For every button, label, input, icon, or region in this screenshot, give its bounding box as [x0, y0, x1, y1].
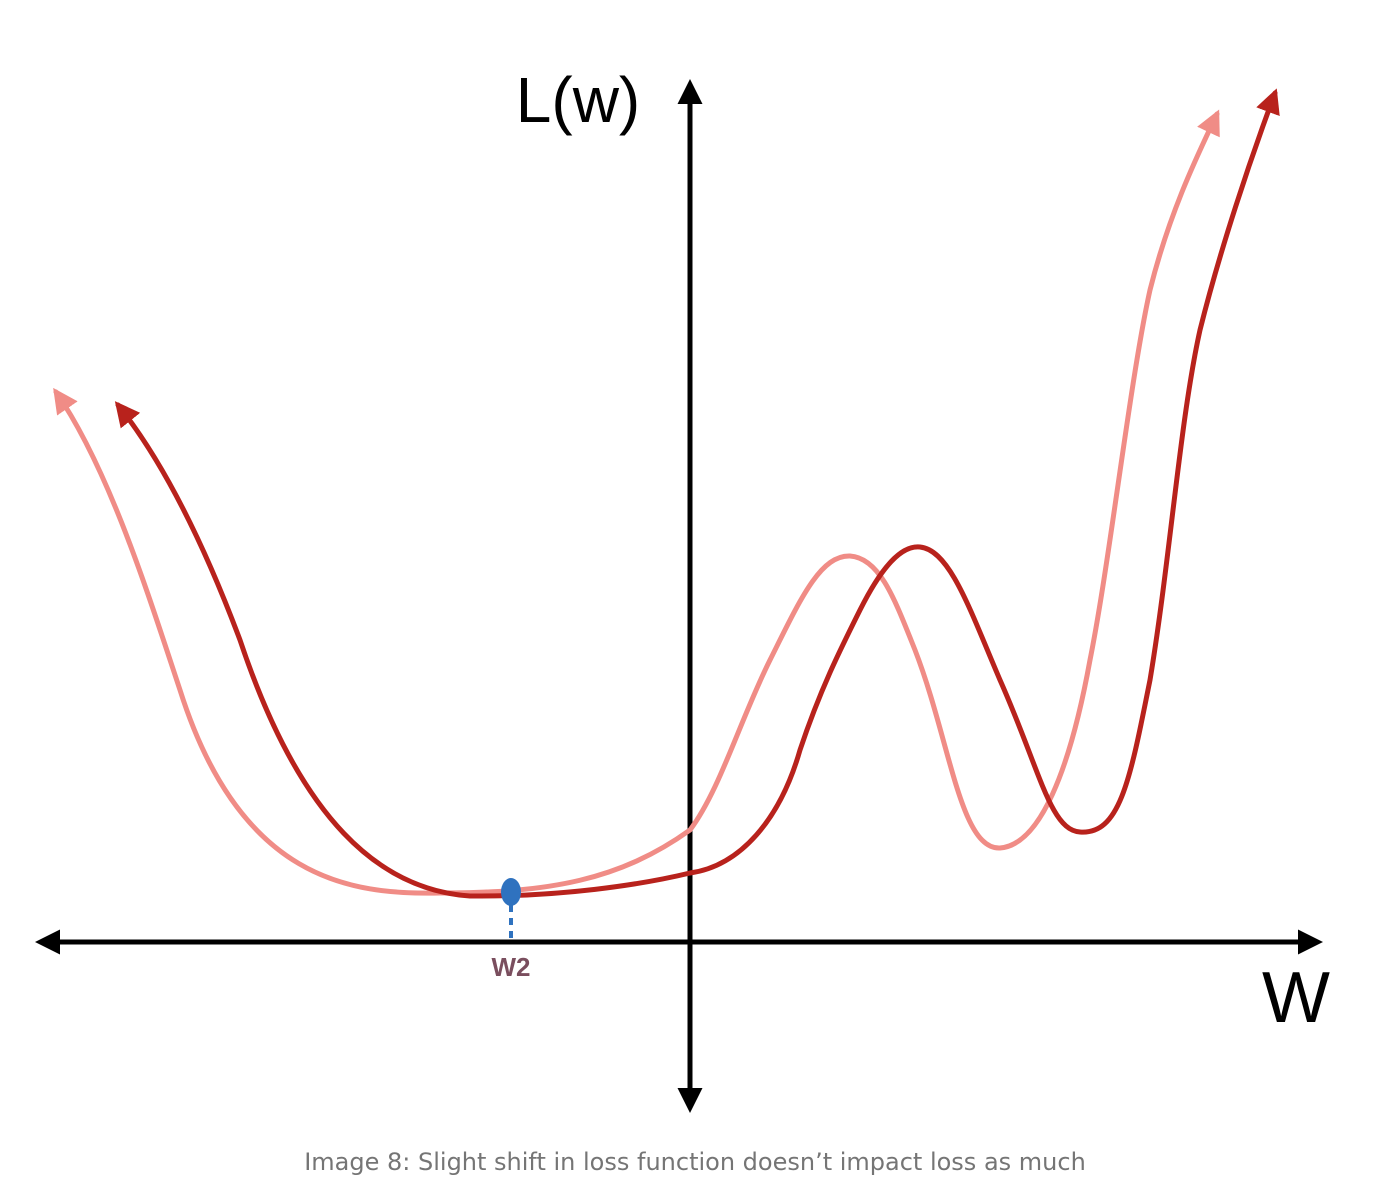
shifted-loss-curve [114, 88, 1280, 899]
w2-point [501, 878, 521, 906]
y-axis-label: L(w) [516, 64, 640, 136]
loss-function-diagram: W2 L(w) W [35, 64, 1330, 1113]
w2-label: W2 [492, 952, 531, 982]
figure-caption: Image 8: Slight shift in loss function d… [304, 1148, 1086, 1176]
x-axis-label: W [1262, 958, 1330, 1038]
original-loss-curve [53, 109, 1220, 896]
